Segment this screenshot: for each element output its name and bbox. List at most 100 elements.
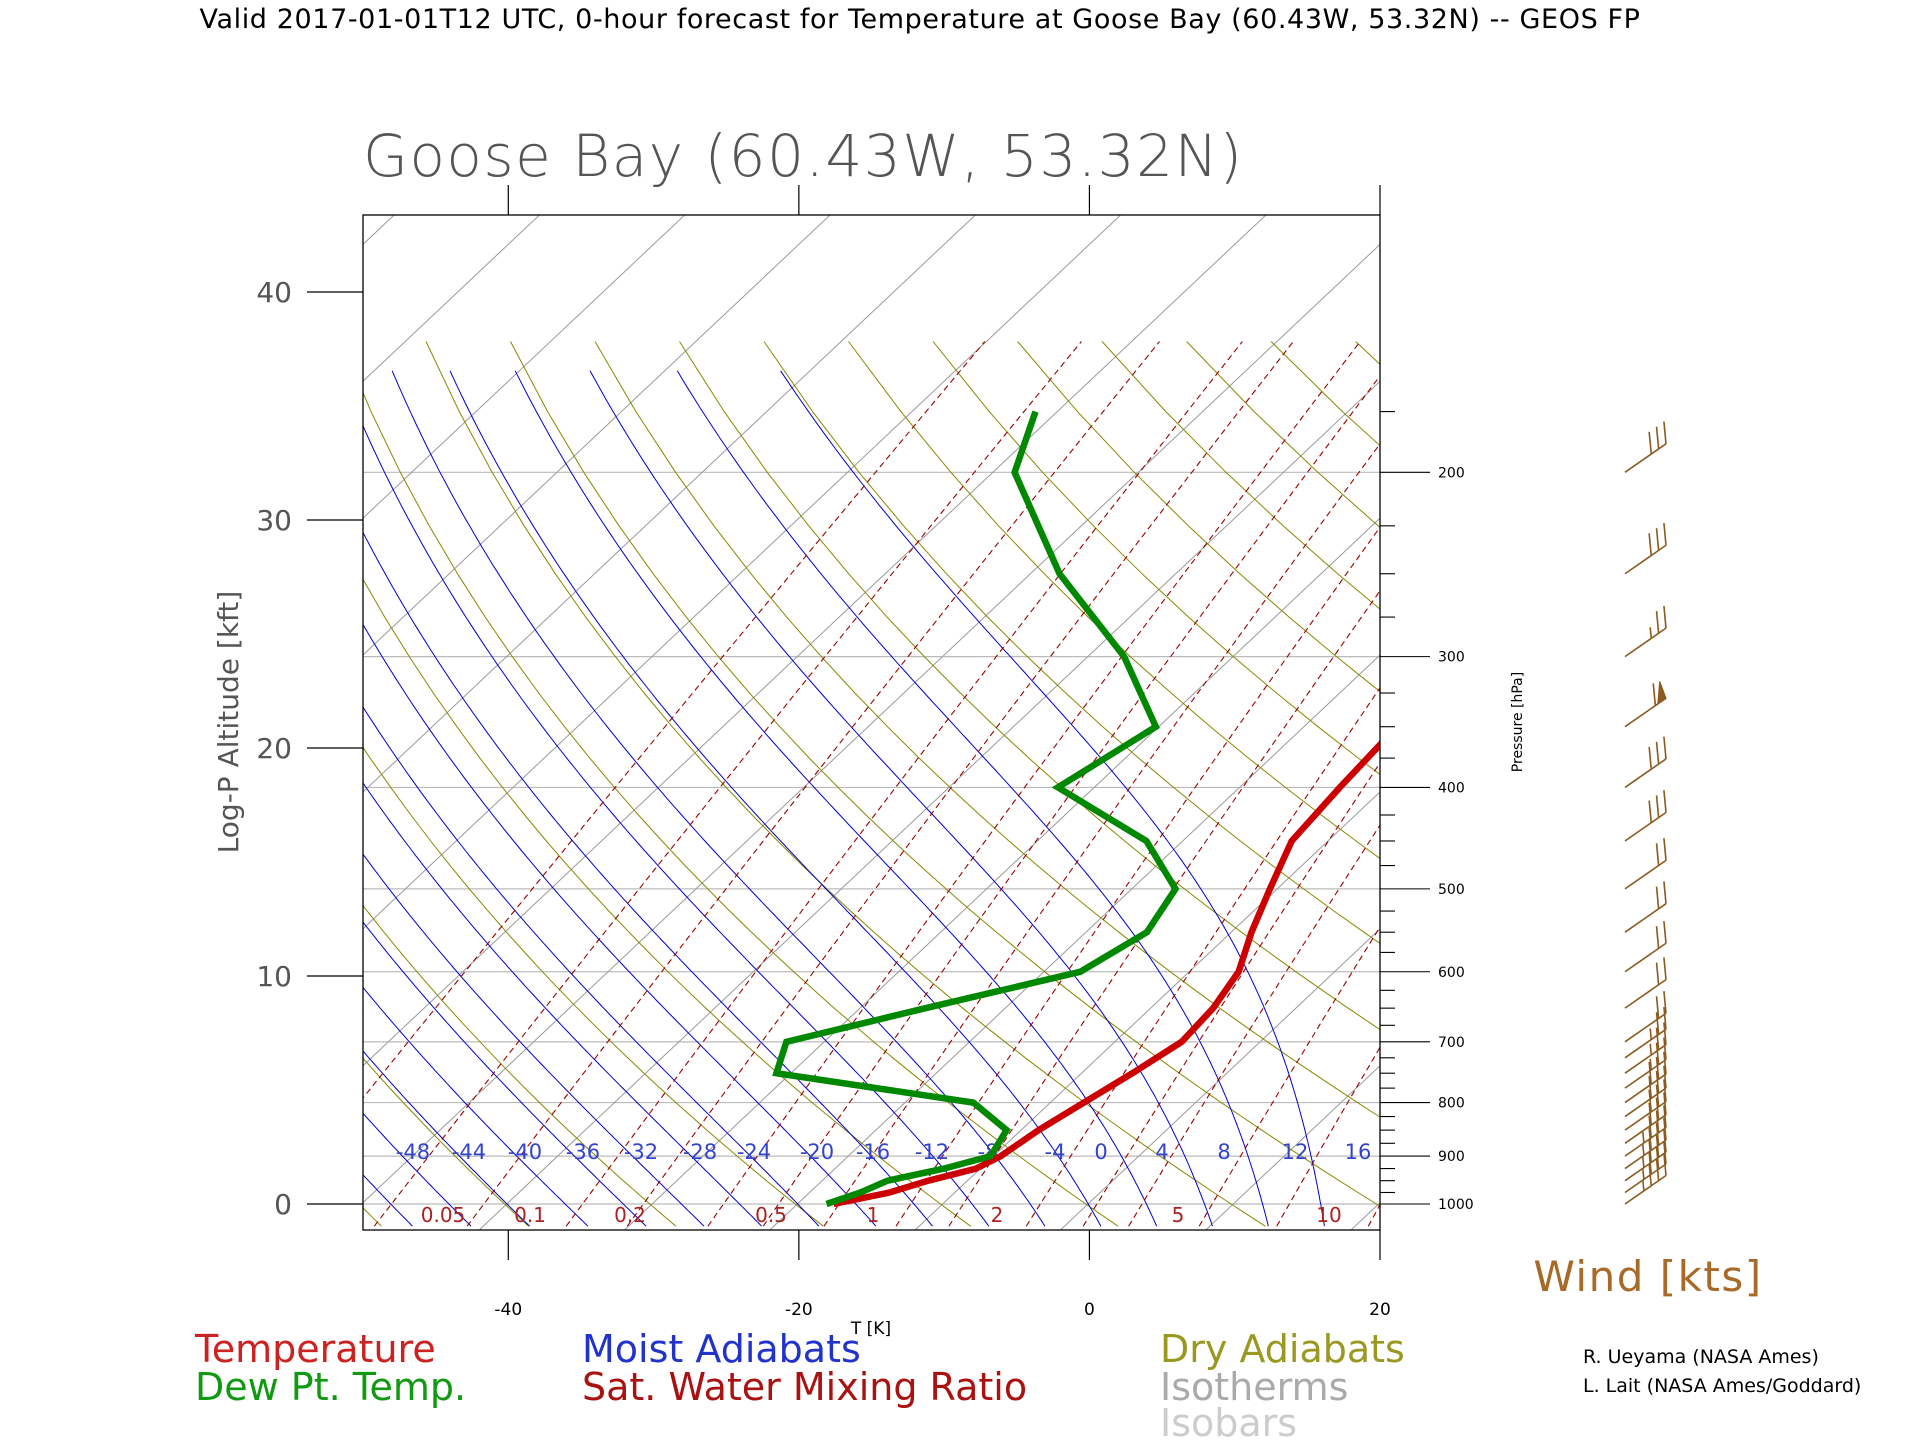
moist-adiabat-line [363,1050,530,1227]
mixing-ratio-label: 2 [991,1203,1004,1227]
mixing-ratio-line [1198,926,1380,1227]
x-tick-label: -20 [785,1300,813,1320]
pressure-tick-label: 800 [1438,1096,1465,1112]
wind-barb [1624,881,1667,933]
pressure-tick-label: 300 [1438,650,1465,666]
moist-adiabat-label: -12 [915,1140,949,1164]
wind-barb [1624,736,1667,789]
isotherm-line [1350,1201,1380,1230]
credit-line-1: R. Ueyama (NASA Ames) [1583,1346,1819,1368]
moist-adiabat-label: -28 [683,1140,717,1164]
x-tick-label: 20 [1369,1300,1391,1320]
mixing-ratio-labels: 0.05 0.1 0.2 0.5 1 2 5 10 [421,1203,1342,1227]
figure-title: Valid 2017-01-01T12 UTC, 0-hour forecast… [199,4,1640,35]
wind-barb [1624,1092,1667,1144]
legend-mixing-ratio: Sat. Water Mixing Ratio [582,1365,1027,1409]
isotherm-line [363,215,541,382]
moist-adiabat-line [363,1112,472,1227]
dry-adiabat-line [363,1207,382,1227]
sounding-profiles [772,410,1380,1208]
isotherm-line [1059,928,1380,1230]
dry-adiabat-line [0,342,234,1227]
pressure-tick-label: 400 [1438,780,1465,796]
dry-adiabat-line [848,341,1380,860]
mixing-ratio-line [762,375,1380,1227]
wind-barb [1624,522,1667,575]
dry-adiabat-line [363,904,677,1227]
isotherm-line [0,155,167,1249]
y-tick-label: 40 [256,276,292,309]
dry-adiabat-line [1863,342,1920,1227]
wind-barb [1624,605,1667,658]
isotherms [0,155,1920,1249]
mixing-ratio-label: 0.5 [755,1203,787,1227]
moist-adiabat-line [363,853,705,1227]
wind-barb [1624,421,1667,473]
mixing-ratio-label: 0.1 [514,1203,546,1227]
wind-barb [1624,1079,1667,1131]
mixing-ratio-lines [363,341,1920,1227]
dry-adiabat-line [932,341,1380,776]
mixing-ratio-line [1025,686,1380,1227]
mixing-ratio-label: 5 [1172,1203,1185,1227]
moist-adiabat-line [780,370,1325,1227]
isotherm-line [769,654,1380,1230]
legend-isotherms: Isotherms [1160,1365,1348,1409]
x-tick-label: -40 [494,1300,522,1320]
isotherm-line [363,215,1267,1067]
wind-barb [1624,1129,1667,1182]
dry-adiabat-line [1778,342,1920,1227]
isotherm-line [0,155,22,1249]
moist-adiabat-line [363,623,877,1227]
pressure-tick-label: 200 [1438,465,1465,481]
dry-adiabat-line [1609,342,1920,1227]
mixing-ratio-label: 10 [1316,1203,1341,1227]
legend: Temperature Dew Pt. Temp. Moist Adiabats… [194,1327,1405,1440]
wind-barb [1624,1007,1667,1059]
mixing-ratio-line [823,442,1380,1227]
isotherm-line [1204,1065,1380,1230]
moist-adiabat-label: -40 [508,1140,542,1164]
y-axis-label: Log-P Altitude [kft] [212,591,245,854]
moist-adiabat-label: 8 [1217,1140,1230,1164]
isotherm-line [623,517,1380,1230]
y-tick-label: 10 [256,960,292,993]
mixing-ratio-line [565,341,1243,1227]
wind-barb [1624,1105,1667,1157]
mixing-ratio-line [948,589,1380,1227]
dry-adiabat-line [1186,341,1380,529]
wind-barb [1624,1037,1667,1089]
dry-adiabat-line [679,341,1380,1031]
dry-adiabat-line [363,391,1119,1227]
pressure-tick-label: 500 [1438,882,1465,898]
moist-adiabat-line [676,370,1269,1227]
dry-adiabat-line [363,1057,529,1227]
isotherm-line [1476,155,1920,1249]
dry-adiabat-line [1440,342,1920,1227]
moist-adiabat-line [449,370,1102,1227]
mixing-ratio-label: 0.2 [614,1203,646,1227]
moist-adiabat-label: -44 [452,1140,486,1164]
wind-barb [1624,957,1667,1009]
legend-isobars: Isobars [1160,1401,1297,1440]
dry-adiabat-line [363,578,971,1227]
isotherm-line [914,791,1380,1230]
wind-barb [1624,1022,1667,1074]
moist-adiabat-label: 0 [1094,1140,1107,1164]
moist-adiabat-line [363,424,990,1227]
pressure-tick-label: 900 [1438,1149,1465,1165]
mixing-ratio-line [363,341,986,1099]
mixing-ratio-line [1082,761,1380,1227]
isobars [363,471,1380,1205]
mixing-ratio-line [466,341,1160,1227]
dry-adiabats [0,341,1920,1227]
isotherm-line [0,155,312,1249]
mixing-ratio-line [1436,342,1920,1227]
moist-adiabat-label: -16 [856,1140,890,1164]
x-tick-label: 0 [1084,1300,1095,1320]
moist-adiabat-line [363,1174,413,1227]
y-tick-label: 20 [256,732,292,765]
pressure-tick-label: 600 [1438,965,1465,981]
pressure-tick-label: 700 [1438,1035,1465,1051]
